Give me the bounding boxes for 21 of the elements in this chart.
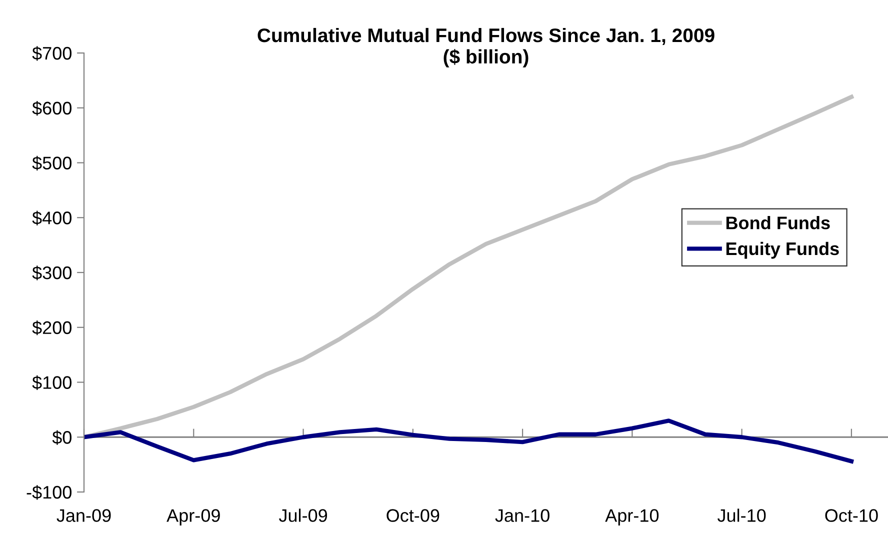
legend-label: Equity Funds [726, 242, 839, 259]
y-tick-label: $200 [32, 320, 72, 336]
y-tick-label: $700 [32, 46, 72, 61]
x-tick-label: Oct-10 [825, 509, 878, 522]
y-tick-label: $600 [32, 101, 72, 116]
y-tick-label: $100 [32, 375, 72, 390]
x-tick-label: Jul-10 [718, 508, 766, 522]
y-tick-label: $500 [32, 156, 72, 171]
chart-title: Cumulative Mutual Fund Flows Since Jan. 1, 2009 ($ billion) [258, 28, 714, 68]
x-tick-label: Apr-10 [605, 509, 659, 526]
x-tick-label: Jan-09 [56, 509, 111, 522]
y-tick-label: -$100 [26, 485, 72, 500]
y-tick-label: $0 [52, 430, 72, 445]
x-tick-label: Jan-10 [495, 509, 550, 522]
line-series [84, 418, 854, 464]
legend-label: Bond Funds [726, 216, 830, 230]
y-tick-label: $400 [32, 210, 72, 226]
x-tick-label: Jul-09 [278, 508, 328, 522]
x-tick-label: Oct-09 [386, 509, 440, 522]
x-tick-label: Apr-09 [166, 509, 220, 526]
y-tick-label: $300 [32, 266, 72, 280]
